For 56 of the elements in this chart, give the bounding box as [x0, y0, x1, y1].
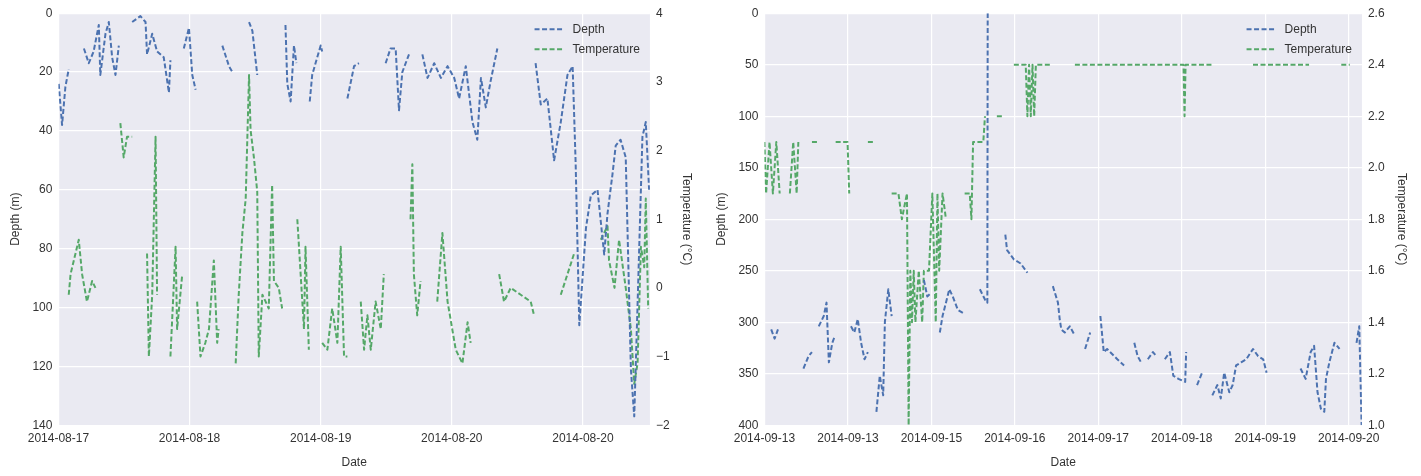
y2-tick-label: −1	[655, 348, 670, 363]
y2-tick-label: 2.2	[1367, 108, 1385, 123]
y2-tick-label: 2.0	[1367, 160, 1385, 175]
y2-tick-label: 4	[655, 5, 663, 20]
y-tick-label: 40	[39, 123, 53, 138]
y2-axis-title: Temperature (°C)	[1395, 173, 1410, 266]
y2-tick-label: 1	[655, 211, 663, 226]
y-tick-label: 80	[39, 240, 53, 255]
x-tick-label: 2014-09-20	[1318, 430, 1380, 445]
y-tick-label: 20	[39, 64, 53, 79]
y-tick-label: 400	[738, 417, 759, 432]
y-axis-title: Depth (m)	[713, 192, 728, 246]
legend-label: Depth	[572, 21, 605, 36]
y2-tick-label: −2	[655, 417, 670, 432]
y-tick-label: 250	[738, 263, 759, 278]
legend-label: Temperature	[572, 41, 641, 56]
x-tick-label: 2014-08-19	[289, 430, 352, 445]
y2-tick-label: 1.8	[1367, 211, 1385, 226]
y-tick-label: 50	[745, 57, 759, 72]
x-tick-label: 2014-09-19	[1234, 430, 1297, 445]
x-tick-label: 2014-08-20	[552, 430, 614, 445]
x-tick-label: 2014-09-13	[817, 430, 879, 445]
y-tick-label: 140	[32, 417, 53, 432]
x-tick-label: 2014-09-16	[984, 430, 1046, 445]
y2-axis-title: Temperature (°C)	[680, 173, 695, 266]
y-tick-label: 100	[738, 108, 759, 123]
x-tick-label: 2014-09-15	[900, 430, 963, 445]
y2-tick-label: 1.4	[1367, 314, 1385, 329]
x-axis-title: Date	[341, 455, 368, 470]
y-tick-label: 350	[738, 366, 759, 381]
y-axis-title: Depth (m)	[7, 192, 22, 246]
x-tick-label: 2014-09-17	[1067, 430, 1130, 445]
x-tick-label: 2014-08-20	[421, 430, 483, 445]
y-tick-label: 0	[751, 5, 759, 20]
y2-tick-label: 0	[655, 280, 663, 295]
y2-tick-label: 2	[655, 142, 663, 157]
y-tick-label: 0	[45, 5, 53, 20]
y-tick-label: 120	[32, 358, 53, 373]
y2-tick-label: 2.4	[1367, 57, 1385, 72]
x-tick-label: 2014-08-17	[27, 430, 90, 445]
x-axis-title: Date	[1050, 455, 1077, 470]
y-tick-label: 100	[32, 299, 53, 314]
y2-tick-label: 1.2	[1367, 366, 1385, 381]
y-tick-label: 60	[39, 182, 53, 197]
x-tick-label: 2014-08-18	[158, 430, 221, 445]
y2-tick-label: 1.6	[1367, 263, 1385, 278]
legend-label: Depth	[1284, 21, 1317, 36]
y2-tick-label: 2.6	[1367, 5, 1385, 20]
legend-label: Temperature	[1284, 41, 1353, 56]
y-tick-label: 150	[738, 160, 759, 175]
y-tick-label: 300	[738, 314, 759, 329]
y2-tick-label: 3	[655, 74, 663, 89]
x-tick-label: 2014-09-13	[733, 430, 796, 445]
y-tick-label: 200	[738, 211, 759, 226]
y2-tick-label: 1.0	[1367, 417, 1385, 432]
x-tick-label: 2014-09-18	[1151, 430, 1213, 445]
